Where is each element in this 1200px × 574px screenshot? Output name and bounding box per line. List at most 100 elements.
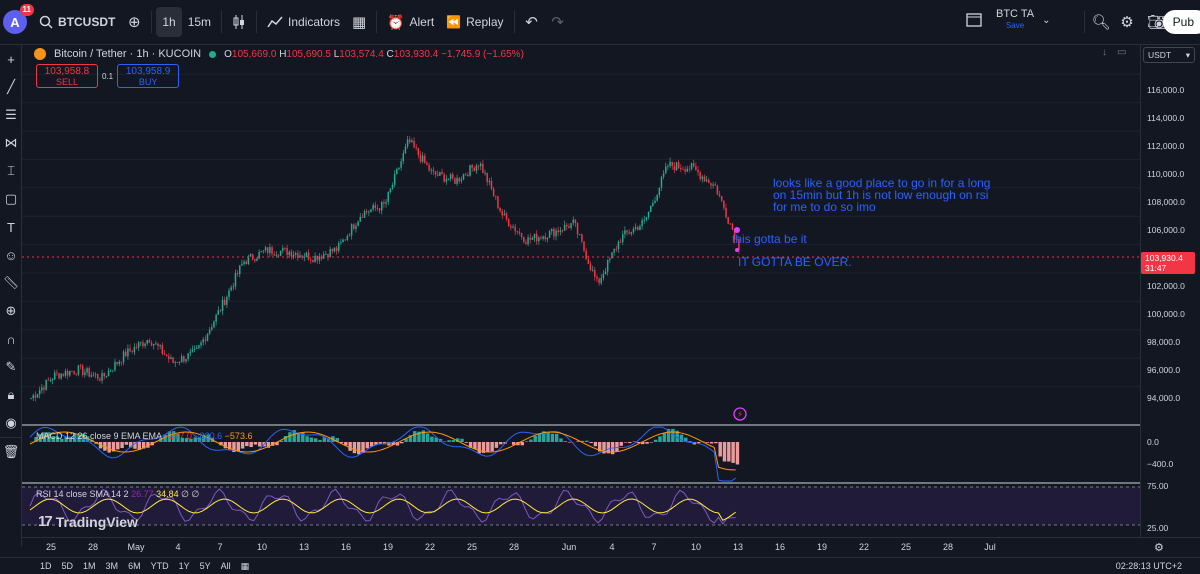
trash-icon: 🗑︎ — [2, 443, 20, 459]
range-6m[interactable]: 6M — [128, 561, 141, 571]
crosshair-tool[interactable]: + — [0, 45, 22, 73]
time-label: 25 — [900, 542, 912, 552]
range-5y[interactable]: 5Y — [199, 561, 211, 571]
chart-type-button[interactable] — [226, 9, 252, 35]
symbol-search[interactable]: BTCUSDT — [33, 7, 121, 37]
event-marker[interactable] — [733, 407, 747, 421]
replay-button[interactable]: ⏪ Replay — [440, 7, 509, 37]
chart-area[interactable]: ⚡ Bitcoin / Tether · 1h · KUCOIN O105,66… — [22, 45, 1140, 537]
range-ytd[interactable]: YTD — [150, 561, 169, 571]
rsi-tick: 25.00 — [1147, 523, 1169, 533]
text-tool[interactable]: T — [0, 213, 22, 241]
quick-search-button[interactable]: 🔍︎ — [1088, 9, 1114, 35]
macd-histogram-bar — [266, 442, 271, 448]
range-5d[interactable]: 5D — [61, 561, 74, 571]
macd-histogram-bar — [296, 432, 301, 442]
currency-select[interactable]: USDT ▾ — [1143, 47, 1195, 63]
candle-body — [217, 310, 220, 315]
clock[interactable]: 02:28:13 UTC+2 — [1115, 561, 1182, 571]
indicators-button[interactable]: Indicators — [261, 7, 346, 37]
compare-symbol-button[interactable]: ⊕ — [121, 9, 147, 35]
publish-button[interactable]: Pub — [1162, 10, 1200, 34]
candle-body — [692, 163, 695, 167]
remove-drawings-tool[interactable]: 🗑︎ — [0, 437, 22, 465]
trend-line-tool[interactable]: ╱ — [0, 73, 22, 101]
text-note-long[interactable]: looks like a good place to go in for a l… — [773, 176, 991, 214]
macd-histogram-bar — [202, 434, 206, 442]
interval-1h-button[interactable]: 1h — [156, 7, 182, 37]
candle-body — [434, 171, 437, 175]
range-1d[interactable]: 1D — [40, 561, 52, 571]
shapes-tool[interactable]: ▢ — [0, 185, 22, 213]
note-anchor-1[interactable] — [734, 227, 740, 233]
range-all[interactable]: All — [220, 561, 231, 571]
macd-legend[interactable]: MACD 12 26 close 9 EMA EMA −247.0 −820.6… — [36, 431, 252, 441]
ruler-tool[interactable]: 📏︎ — [0, 269, 22, 297]
candle-body — [574, 219, 577, 224]
lock-drawing-tool[interactable]: ✎ — [0, 353, 22, 381]
macd-histogram-bar — [696, 442, 701, 444]
macd-histogram-bar — [344, 442, 348, 446]
text-note-over[interactable]: IT GOTTA BE OVER. — [738, 255, 852, 269]
rsi-legend[interactable]: RSI 14 close SMA 14 2 26.77 34.84 ∅ ∅ — [36, 489, 199, 500]
range-3m[interactable]: 3M — [105, 561, 119, 571]
candle-body — [591, 269, 594, 271]
settings-button[interactable]: ⚙ — [1114, 9, 1140, 35]
horizontal-lines-tool[interactable]: ☰ — [0, 101, 22, 129]
emoji-tool[interactable]: ☺ — [0, 241, 22, 269]
sell-label: SELL — [55, 77, 79, 87]
macd-histogram-bar — [606, 442, 611, 454]
fullscreen-button[interactable]: ⛶ — [1140, 9, 1166, 35]
alert-button[interactable]: ⏰ Alert — [381, 7, 440, 37]
undo-button[interactable]: ↶ — [519, 9, 545, 35]
candle-body — [325, 254, 327, 255]
range-1m[interactable]: 1M — [83, 561, 96, 571]
arrow-down-icon[interactable]: ↓ — [1102, 47, 1107, 58]
layout-switcher[interactable]: BTC TA Save ⌄ — [966, 8, 1051, 32]
divider — [151, 11, 153, 33]
legend-title[interactable]: Bitcoin / Tether · 1h · KUCOIN — [54, 48, 202, 60]
layout-icon — [966, 13, 982, 27]
maximize-pane-icon[interactable]: ▭ — [1117, 47, 1127, 58]
text-note-gotta[interactable]: this gotta be it — [732, 232, 807, 246]
macd-histogram-bar — [632, 441, 636, 442]
candle-body — [630, 232, 633, 234]
templates-button[interactable]: ▦ — [346, 9, 372, 35]
candle-body — [305, 252, 308, 258]
candle-body — [30, 398, 32, 399]
candle-body — [353, 224, 355, 229]
lock-tool[interactable]: 🔒︎ — [0, 381, 22, 409]
sell-button[interactable]: 103,958.8 SELL — [36, 64, 98, 88]
note-anchor-2[interactable] — [735, 248, 739, 252]
zoom-tool[interactable]: ⊕ — [0, 297, 22, 325]
magnet-tool[interactable]: ∩ — [0, 325, 22, 353]
candle-body — [566, 224, 568, 227]
quantity[interactable]: 0.1 — [102, 71, 114, 81]
candle-body — [432, 169, 435, 172]
fib-tool[interactable]: ⌶ — [0, 157, 22, 185]
candle-body — [294, 253, 297, 255]
time-axis[interactable]: 25 28 May 4 7 10 13 16 19 22 25 28 Jun 4… — [22, 537, 1200, 557]
time-label: 16 — [774, 542, 786, 552]
redo-button[interactable]: ↷ — [545, 9, 571, 35]
candle-body — [383, 202, 385, 204]
tradingview-logo[interactable]: 17 TradingView — [38, 513, 138, 530]
price-axis[interactable]: USDT ▾ 116,000.0 114,000.0 112,000.0 110… — [1140, 45, 1200, 537]
macd-histogram-bar — [55, 436, 60, 442]
trade-panel: 103,958.8 SELL 0.1 103,958.9 BUY — [36, 64, 180, 88]
hide-tool[interactable]: ◉ — [0, 409, 22, 437]
candle-body — [81, 365, 84, 375]
candle-body — [544, 236, 547, 240]
range-1y[interactable]: 1Y — [178, 561, 190, 571]
interval-15m-button[interactable]: 15m — [187, 15, 212, 29]
buy-button[interactable]: 103,958.9 BUY — [117, 64, 180, 88]
date-range-icon[interactable]: ▦ — [240, 560, 250, 571]
user-avatar[interactable]: A 11 — [3, 4, 34, 34]
layout-save-status[interactable]: Save — [1005, 21, 1025, 30]
candle-body — [279, 250, 282, 256]
macd-histogram-bar — [275, 442, 279, 446]
pattern-tool[interactable]: ⋈ — [0, 129, 22, 157]
candle-body — [641, 220, 643, 227]
price-chart[interactable]: ⚡ — [22, 45, 1140, 537]
gear-icon[interactable]: ⚙ — [1154, 542, 1164, 554]
